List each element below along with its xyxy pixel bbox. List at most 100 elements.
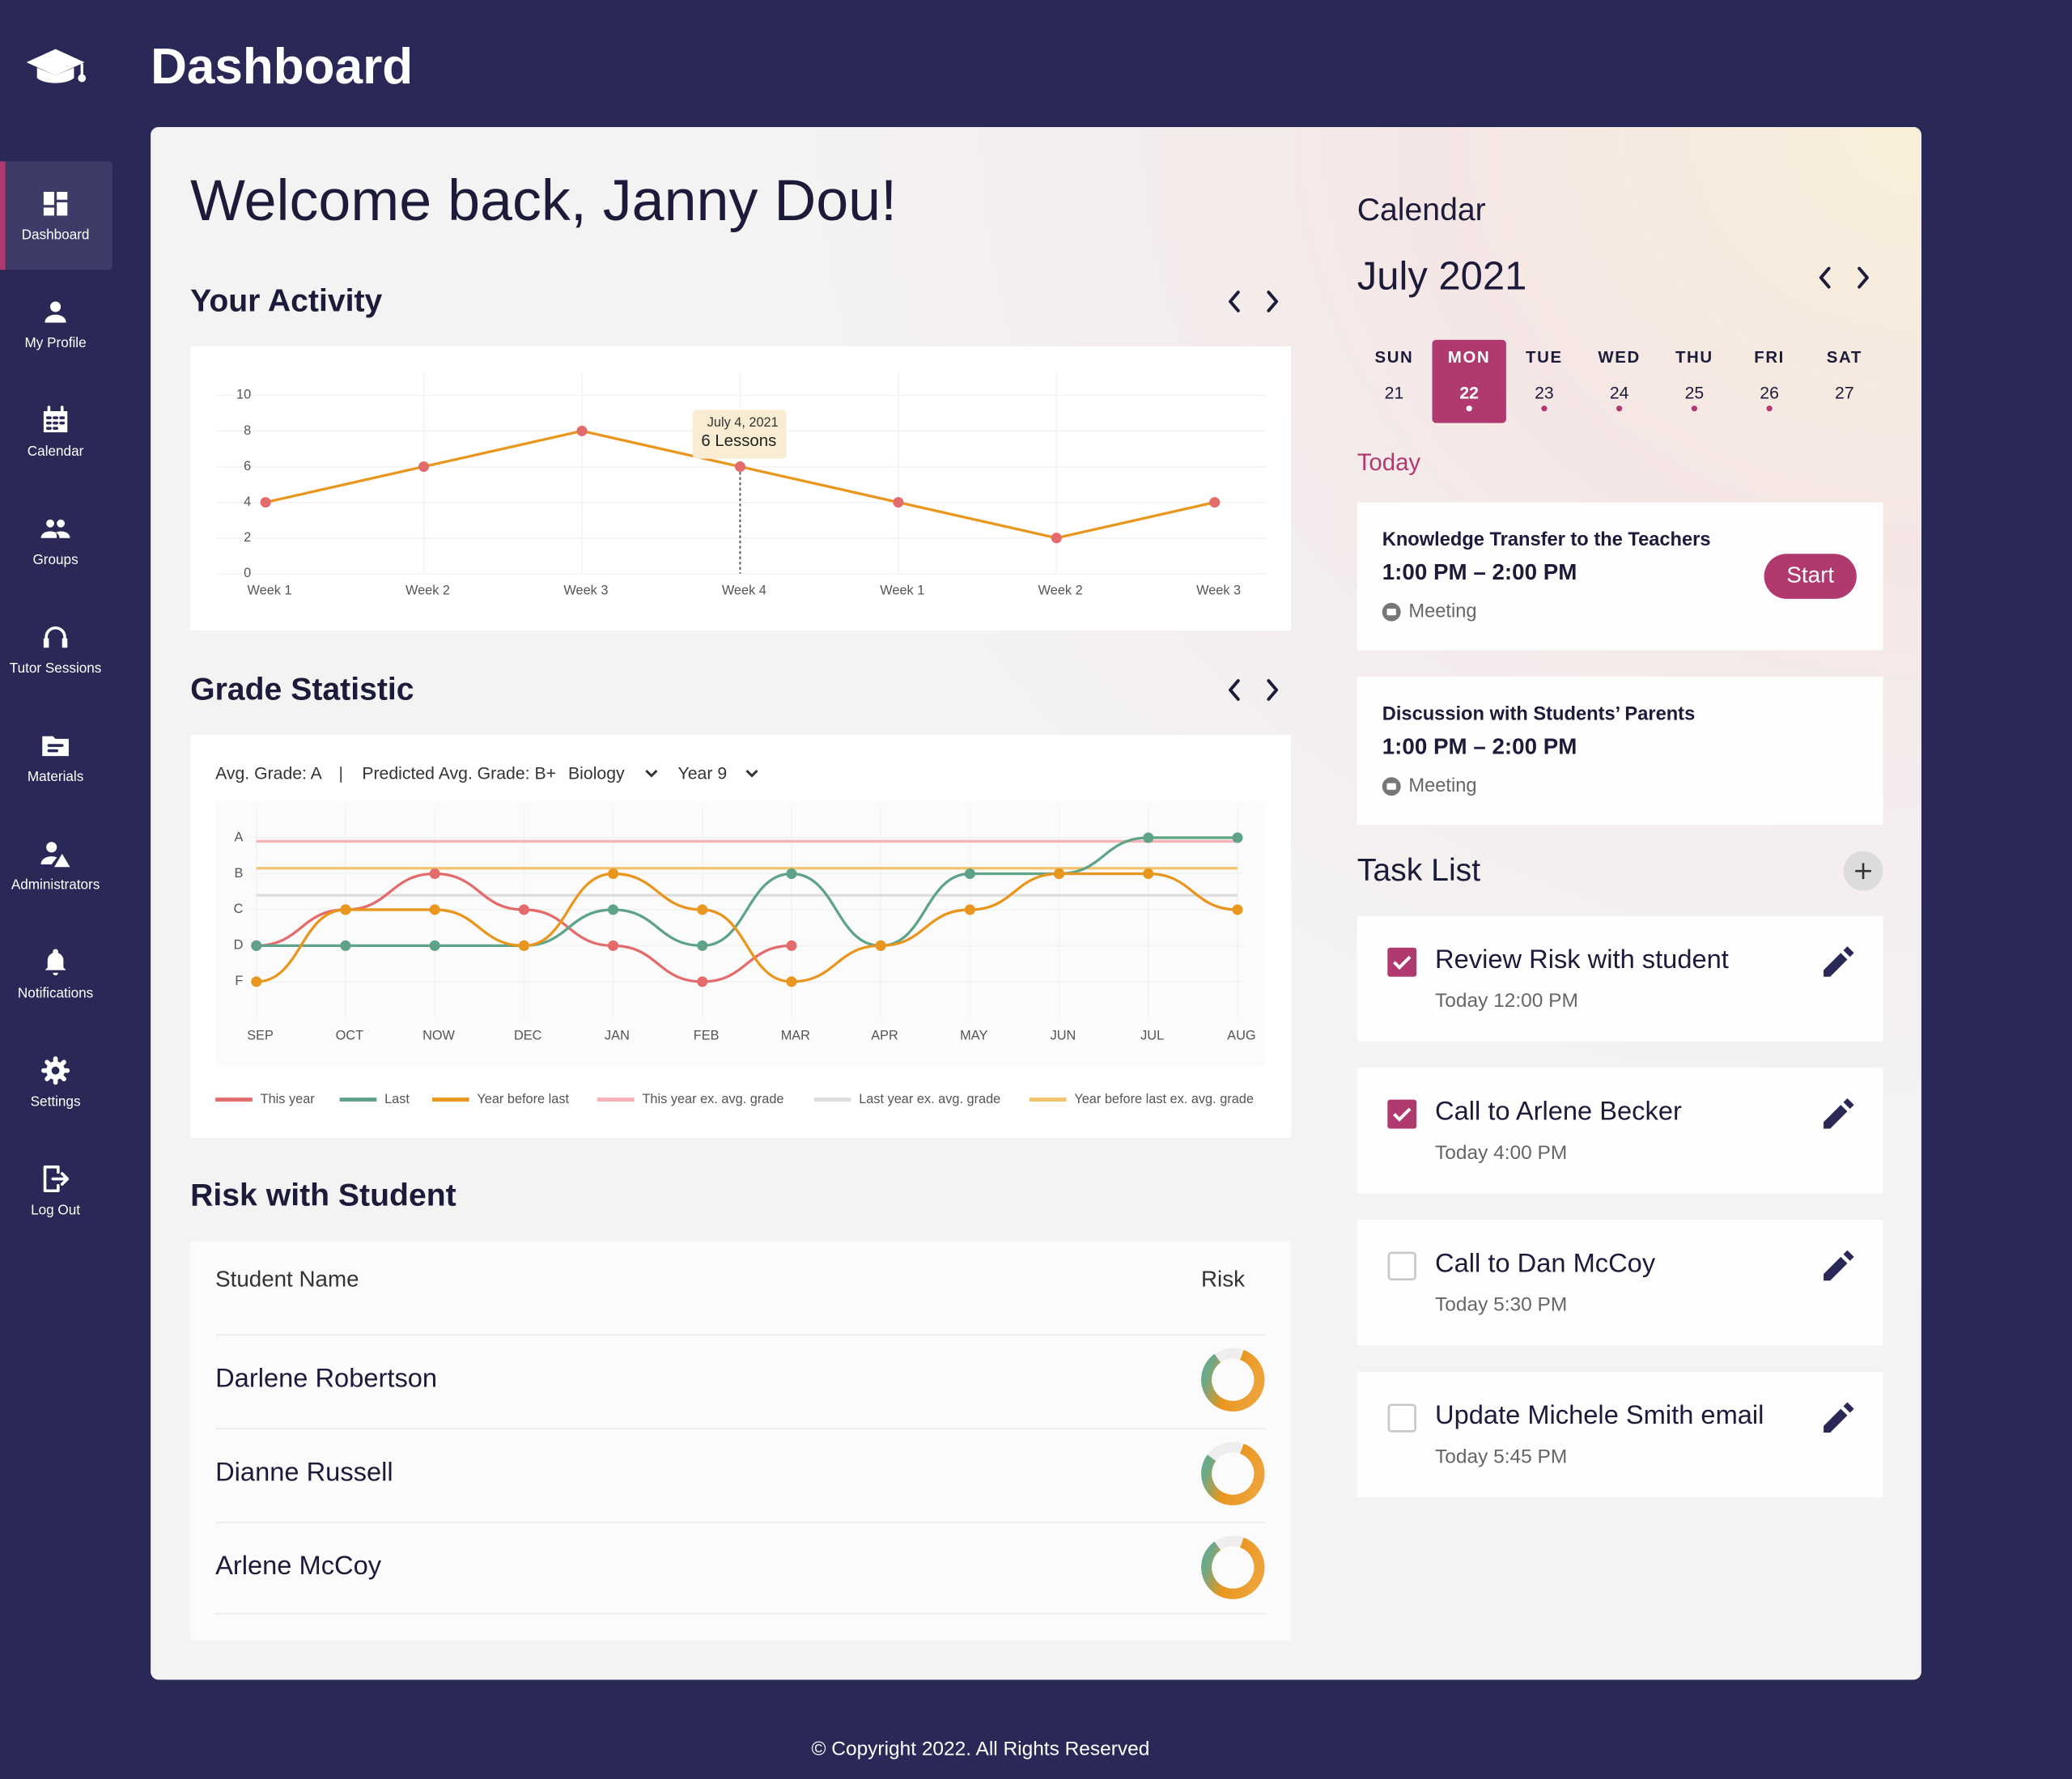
nav-label: Materials: [28, 768, 83, 784]
data-point: [340, 940, 351, 951]
event-title: Knowledge Transfer to the Teachers: [1382, 529, 1711, 550]
nav-label: Tutor Sessions: [10, 660, 102, 676]
icon-shape: [45, 416, 66, 431]
nav-icon[interactable]: [40, 842, 70, 868]
calendar-title: Calendar: [1357, 193, 1486, 227]
nav-icon[interactable]: [42, 736, 69, 757]
start-button[interactable]: [1764, 554, 1857, 599]
day-date: 24: [1610, 384, 1629, 402]
data-point: [1051, 533, 1062, 544]
data-point: [1209, 497, 1221, 508]
tooltip-label: 6 Lessons: [701, 432, 776, 450]
checkbox[interactable]: [1387, 1251, 1416, 1280]
nav-label: Notifications: [18, 985, 93, 1001]
event-dot: [1691, 405, 1697, 412]
section-title: Grade Statistic: [190, 672, 414, 707]
x-tick-label: APR: [871, 1029, 898, 1043]
data-point: [1232, 832, 1243, 843]
risk-ring: [1201, 1535, 1265, 1599]
nav-icon[interactable]: [43, 626, 68, 648]
icon-shape: [46, 1061, 65, 1081]
data-point: [697, 904, 708, 915]
today-label: Today: [1357, 449, 1421, 476]
checkbox[interactable]: [1387, 1403, 1416, 1433]
nav-icon[interactable]: [41, 1056, 70, 1085]
day-name: THU: [1675, 349, 1713, 367]
filter: Avg. Grade: A: [215, 765, 323, 783]
footer: © Copyright 2022. All Rights Reserved: [811, 1738, 1149, 1760]
edit-icon[interactable]: [1824, 946, 1854, 977]
edit-icon[interactable]: [1824, 1250, 1854, 1281]
y-tick-label: 8: [244, 423, 251, 438]
checkbox[interactable]: [1387, 947, 1417, 977]
edit-icon[interactable]: [1824, 1402, 1854, 1433]
student-name: Arlene McCoy: [215, 1550, 382, 1580]
data-point: [875, 940, 886, 951]
icon-shape: [47, 405, 64, 414]
icon-shape: [43, 638, 68, 648]
task-time: Today 5:30 PM: [1435, 1294, 1567, 1316]
nav-icon[interactable]: [40, 519, 70, 538]
nav-icon[interactable]: [43, 405, 68, 433]
risk-card: [190, 1241, 1292, 1641]
task-time: Today 4:00 PM: [1435, 1142, 1567, 1164]
day-date: 27: [1835, 384, 1854, 402]
data-point: [576, 425, 588, 436]
filter-dropdown[interactable]: Biology: [568, 765, 625, 783]
x-tick-label: Week 1: [248, 583, 292, 597]
nav-icon[interactable]: [43, 191, 68, 216]
x-tick-label: NOW: [422, 1029, 455, 1043]
column-header: Risk: [1201, 1267, 1245, 1292]
legend-label: Last year ex. avg. grade: [859, 1092, 1000, 1106]
risk-ring: [1201, 1348, 1265, 1412]
nav-label: Calendar: [28, 443, 84, 459]
data-point: [608, 940, 619, 951]
event-dot: [1616, 405, 1623, 412]
column-header: Student Name: [215, 1267, 359, 1292]
icon-shape: [45, 301, 66, 323]
nav-icon[interactable]: [43, 1165, 70, 1193]
data-point: [518, 904, 529, 915]
nav-label: Administrators: [11, 877, 100, 893]
day-name: MON: [1448, 349, 1490, 367]
x-tick-label: Week 1: [880, 583, 924, 597]
event-kind: Meeting: [1408, 775, 1476, 796]
y-tick-label: 4: [244, 495, 251, 509]
student-name: Dianne Russell: [215, 1456, 393, 1486]
selected-day[interactable]: [1432, 339, 1506, 423]
icon-shape: [43, 1165, 60, 1193]
y-tick-label: 10: [236, 388, 251, 402]
task-card: [1357, 915, 1883, 1042]
x-tick-label: Week 2: [1038, 583, 1083, 597]
checkbox[interactable]: [1387, 1099, 1417, 1129]
task-card: [1357, 1068, 1883, 1194]
data-point: [786, 868, 797, 879]
filter: Predicted Avg. Grade: B+: [362, 765, 556, 783]
x-tick-label: DEC: [514, 1029, 542, 1043]
data-point: [697, 976, 708, 987]
nav-label: Groups: [32, 551, 78, 567]
day-date: 23: [1535, 384, 1554, 402]
nav-icon[interactable]: [45, 949, 66, 976]
nav-icon[interactable]: [45, 301, 66, 323]
icon-shape: [40, 519, 70, 538]
filter-dropdown[interactable]: Year 9: [678, 765, 728, 783]
day-date: 22: [1459, 384, 1479, 402]
welcome: Welcome back, Janny Dou!: [190, 168, 897, 233]
data-point: [1232, 904, 1243, 915]
edit-icon[interactable]: [1824, 1098, 1854, 1129]
data-point: [429, 904, 440, 915]
y-tick-label: 6: [244, 459, 251, 473]
pager[interactable]: [1229, 266, 1869, 701]
x-tick-label: Week 3: [1196, 583, 1241, 597]
event-dot: [1541, 405, 1548, 412]
data-point: [418, 461, 430, 473]
data-point: [734, 461, 745, 473]
chevron: [645, 770, 658, 778]
data-point: [260, 497, 271, 508]
icon-shape: [47, 744, 64, 753]
icon-shape: [41, 1056, 70, 1085]
nav-label: Settings: [31, 1093, 81, 1109]
legend-label: This year ex. avg. grade: [642, 1092, 783, 1106]
task-title: Review Risk with student: [1435, 944, 1729, 974]
